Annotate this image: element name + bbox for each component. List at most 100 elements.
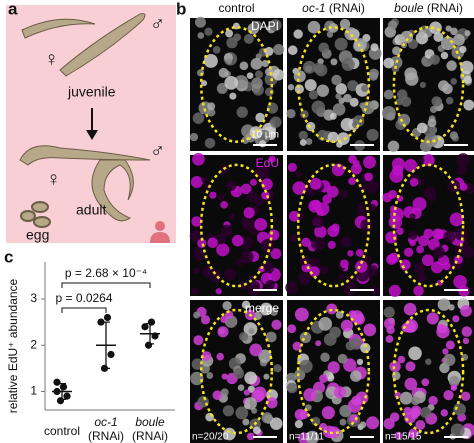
nucleus (363, 323, 377, 337)
nucleus (328, 23, 339, 33)
nucleus (233, 33, 242, 42)
nucleus (250, 178, 257, 186)
micrograph (381, 18, 474, 153)
nucleus (453, 274, 467, 289)
nucleus (433, 246, 445, 259)
nucleus (335, 83, 347, 95)
nucleus (191, 287, 199, 295)
nucleus (368, 71, 379, 81)
nucleus (405, 361, 416, 372)
nucleus (337, 353, 348, 364)
nucleus (463, 75, 472, 84)
nucleus (333, 386, 347, 399)
nucleus (323, 333, 337, 346)
nucleus (231, 234, 244, 247)
label-line: boule (135, 415, 165, 429)
nucleus (355, 248, 364, 257)
nucleus (431, 261, 444, 274)
nucleus (417, 156, 425, 164)
nucleus (343, 93, 352, 103)
nucleus (454, 227, 468, 241)
micrograph (285, 154, 380, 296)
nucleus (350, 163, 362, 175)
nucleus (408, 230, 418, 240)
nucleus (212, 390, 223, 401)
nucleus (388, 252, 400, 264)
data-point (97, 318, 105, 326)
micrograph: DAPI 10 µm (189, 16, 285, 151)
nucleus (239, 61, 249, 71)
nucleus (460, 305, 472, 317)
nucleus (459, 45, 467, 54)
nucleus (201, 351, 212, 361)
nucleus (233, 368, 245, 379)
nucleus (294, 307, 309, 322)
nucleus (359, 102, 366, 109)
nucleus (366, 416, 380, 430)
nucleus (189, 132, 199, 142)
nucleus (265, 331, 277, 343)
gene-name: boule (394, 1, 424, 15)
y-tick-label: 2 (30, 337, 37, 351)
nucleus (421, 378, 430, 387)
nucleus (335, 311, 344, 319)
female-symbol: ♀ (44, 48, 59, 70)
nucleus (288, 210, 300, 222)
nucleus (357, 206, 366, 214)
nucleus (383, 89, 394, 100)
nucleus (212, 46, 221, 54)
sample-count: n=20/20 (192, 432, 229, 443)
nucleus (408, 346, 422, 361)
nucleus (396, 227, 404, 235)
nucleus (299, 410, 309, 420)
rnai-suffix: (RNAi) (329, 1, 365, 15)
micrograph (382, 153, 474, 297)
nucleus (303, 388, 317, 402)
nucleus (411, 411, 419, 420)
nucleus (387, 140, 400, 153)
channel-label: merge (245, 301, 279, 315)
nucleus (450, 78, 458, 85)
data-point (53, 378, 61, 386)
egg-label: egg (26, 227, 49, 243)
column-header: control (218, 1, 254, 15)
nucleus (330, 58, 338, 66)
y-axis-label: relative EdU⁺ abundance (6, 278, 20, 413)
nucleus (418, 235, 430, 247)
nucleus (338, 97, 345, 104)
nucleus (355, 260, 368, 273)
nucleus (259, 140, 267, 148)
rnai-suffix: (RNAi) (427, 1, 463, 15)
error-bar (146, 322, 154, 345)
nucleus (255, 112, 265, 123)
nucleus (386, 112, 396, 121)
nucleus (387, 20, 398, 30)
nucleus (217, 194, 225, 201)
nucleus (203, 54, 218, 68)
gonad-outline (392, 163, 465, 288)
nucleus (400, 30, 414, 44)
label-line: (RNAi) (132, 429, 168, 443)
nucleus (269, 19, 282, 32)
nucleus (421, 254, 434, 267)
p-value: p = 2.68 × 10⁻⁴ (65, 266, 147, 280)
nucleus (221, 373, 228, 380)
nucleus (441, 36, 455, 51)
eggs (20, 201, 51, 228)
nucleus (334, 37, 348, 51)
nucleus (287, 84, 295, 91)
sample-count: n=15/15 (385, 432, 422, 443)
nucleus (243, 207, 255, 219)
nucleus (399, 391, 413, 405)
nucleus (242, 418, 250, 426)
nucleus (392, 46, 401, 56)
nucleus (383, 306, 395, 318)
nucleus (440, 409, 448, 417)
nucleus (293, 29, 303, 39)
nucleus (222, 405, 235, 417)
nucleus (228, 213, 236, 220)
error-bar (102, 321, 110, 370)
nucleus (331, 223, 340, 232)
nucleus (205, 412, 215, 422)
nucleus (223, 427, 236, 441)
